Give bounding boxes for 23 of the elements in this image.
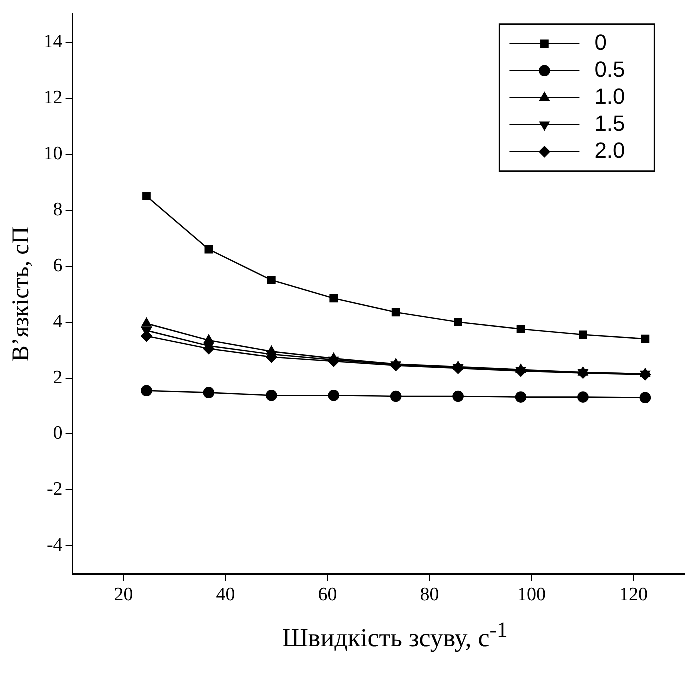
legend-label: 0	[594, 30, 607, 55]
y-tick-label: -4	[46, 535, 64, 556]
x-tick-label: 80	[420, 584, 440, 606]
y-tick-label: 4	[53, 311, 64, 332]
y-tick-label: 14	[44, 31, 64, 52]
legend-label: 1.5	[594, 110, 626, 136]
x-axis-title: Швидкість зсуву, с$^{-1}$	[281, 618, 509, 654]
y-tick-label: 8	[53, 199, 63, 220]
y-tick-label: 12	[44, 87, 63, 108]
x-tick-label: 40	[216, 584, 236, 606]
legend-label: 0.5	[594, 56, 626, 82]
y-tick-label: -2	[46, 479, 63, 500]
legend-label: 2.0	[594, 138, 626, 163]
y-tick-label: 10	[44, 143, 63, 164]
x-tick-label: 20	[114, 584, 134, 606]
y-axis-title: В’язкість, сП	[8, 226, 35, 362]
y-tick-label: 6	[53, 255, 63, 276]
x-tick-label: 100	[517, 584, 546, 606]
y-tick-label: 2	[53, 367, 63, 388]
y-tick-label: 0	[53, 423, 63, 444]
x-tick-label: 120	[619, 584, 648, 606]
x-tick-label: 60	[318, 584, 338, 606]
legend-label: 1.0	[594, 84, 626, 109]
